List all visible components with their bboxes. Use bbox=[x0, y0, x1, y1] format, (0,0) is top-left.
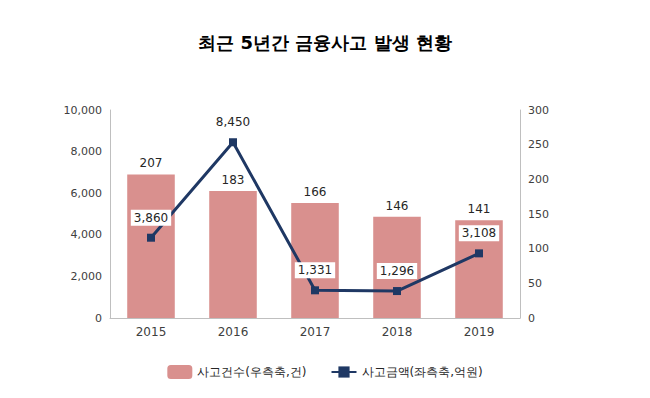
svg-text:사고금액(좌측축,억원): 사고금액(좌측축,억원) bbox=[362, 365, 483, 379]
svg-text:사고건수(우측축,건): 사고건수(우측축,건) bbox=[197, 365, 306, 379]
svg-text:8,000: 8,000 bbox=[71, 145, 103, 158]
svg-text:100: 100 bbox=[528, 242, 549, 255]
svg-text:2019: 2019 bbox=[464, 325, 495, 339]
svg-text:6,000: 6,000 bbox=[71, 187, 103, 200]
svg-text:3,860: 3,860 bbox=[134, 211, 168, 225]
svg-text:183: 183 bbox=[222, 173, 245, 187]
svg-text:0: 0 bbox=[95, 312, 102, 325]
svg-text:166: 166 bbox=[304, 185, 327, 199]
svg-text:0: 0 bbox=[528, 312, 535, 325]
svg-text:2018: 2018 bbox=[382, 325, 413, 339]
svg-text:최근 5년간 금융사고 발생 현황: 최근 5년간 금융사고 발생 현황 bbox=[198, 32, 452, 53]
svg-text:10,000: 10,000 bbox=[64, 104, 103, 117]
svg-text:207: 207 bbox=[140, 156, 163, 170]
svg-text:150: 150 bbox=[528, 208, 549, 221]
svg-text:2015: 2015 bbox=[136, 325, 167, 339]
svg-text:200: 200 bbox=[528, 173, 549, 186]
svg-text:4,000: 4,000 bbox=[71, 228, 103, 241]
svg-text:146: 146 bbox=[386, 199, 409, 213]
svg-text:250: 250 bbox=[528, 138, 549, 151]
svg-text:8,450: 8,450 bbox=[216, 115, 250, 129]
svg-text:141: 141 bbox=[468, 202, 491, 216]
svg-text:2017: 2017 bbox=[300, 325, 331, 339]
svg-text:2,000: 2,000 bbox=[71, 270, 103, 283]
svg-text:2016: 2016 bbox=[218, 325, 249, 339]
svg-text:1,296: 1,296 bbox=[380, 264, 414, 278]
svg-text:3,108: 3,108 bbox=[462, 226, 496, 240]
svg-text:300: 300 bbox=[528, 104, 549, 117]
svg-text:50: 50 bbox=[528, 277, 542, 290]
svg-text:1,331: 1,331 bbox=[298, 263, 332, 277]
